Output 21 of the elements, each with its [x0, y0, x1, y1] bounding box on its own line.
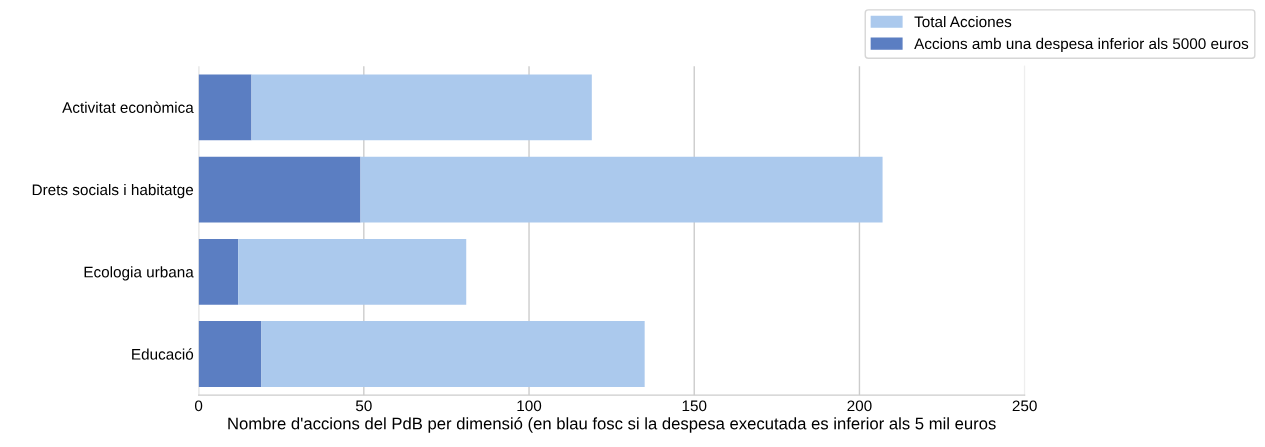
legend-label: Total Acciones — [914, 15, 1012, 28]
x-tick-label: 50 — [355, 400, 372, 412]
y-tick-label: Ecologia urbana — [84, 266, 194, 281]
y-tick-label: Educació — [132, 348, 194, 360]
bar — [198, 321, 262, 387]
bar — [251, 74, 592, 141]
bar — [360, 156, 883, 223]
x-axis-title: Nombre d'accions del PdB per dimensió (en blau fosc si la despesa executada es inferior als 5 mil euros — [228, 417, 996, 433]
bar — [198, 238, 239, 305]
bar — [261, 321, 645, 387]
bar — [198, 74, 252, 141]
y-tick-label: Drets socials i habitatge — [32, 183, 194, 199]
bar — [198, 156, 361, 223]
x-tick-label: 200 — [847, 400, 872, 412]
x-tick-label: 0 — [194, 400, 203, 412]
legend-label: Accions amb una despesa inferior als 5000 euros — [914, 37, 1249, 53]
x-tick-label: 100 — [517, 400, 542, 412]
x-tick-label: 250 — [1012, 400, 1037, 412]
y-tick-label: Activitat econòmica — [62, 101, 194, 113]
bar — [238, 238, 467, 305]
x-tick-label: 150 — [682, 400, 707, 412]
